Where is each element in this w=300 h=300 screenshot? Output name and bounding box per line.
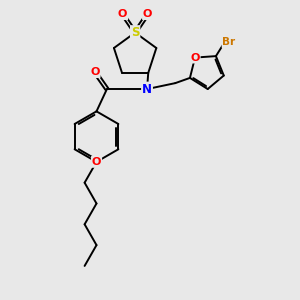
- Text: O: O: [143, 9, 152, 19]
- Text: S: S: [131, 26, 140, 39]
- Text: O: O: [92, 157, 101, 167]
- Text: O: O: [190, 52, 200, 63]
- Text: O: O: [118, 9, 127, 19]
- Text: N: N: [142, 82, 152, 96]
- Text: O: O: [90, 67, 100, 77]
- Text: Br: Br: [223, 37, 236, 47]
